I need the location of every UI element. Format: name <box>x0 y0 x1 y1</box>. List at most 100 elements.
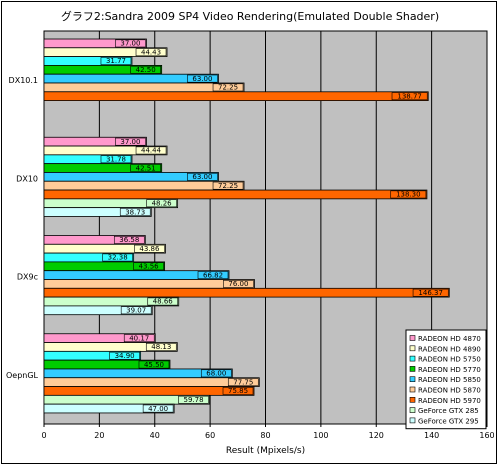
data-label: 138.77 <box>397 92 422 100</box>
legend-swatch <box>409 396 416 403</box>
data-label: 68.00 <box>206 370 226 378</box>
legend-entry: RADEON HD 5970 <box>418 397 481 405</box>
data-label-box <box>412 288 449 297</box>
data-label: 37.00 <box>120 40 140 48</box>
category-label: DX9c <box>17 273 38 282</box>
data-label: 75.85 <box>228 387 248 395</box>
legend-entry: RADEON HD 5870 <box>418 387 481 395</box>
data-label: 42.51 <box>136 164 156 172</box>
data-label-box <box>135 48 167 57</box>
data-label-box <box>187 172 218 181</box>
data-label-box <box>212 181 244 190</box>
data-label-box <box>227 378 259 387</box>
data-label-box <box>147 297 179 306</box>
legend-entry: RADEON HD 5850 <box>418 376 481 384</box>
bar <box>43 279 255 289</box>
data-label-box <box>391 92 428 101</box>
data-label-box <box>100 57 132 65</box>
data-label: 31.77 <box>106 57 126 65</box>
data-label: 44.43 <box>141 48 161 56</box>
data-label: 43.56 <box>139 263 160 271</box>
data-label-box <box>135 146 167 155</box>
x-tick-label: 40 <box>150 431 160 440</box>
data-label-box <box>123 334 155 343</box>
data-label: 146.37 <box>418 289 443 297</box>
data-label-box <box>109 351 140 360</box>
data-label: 37.00 <box>120 138 140 146</box>
legend-swatch <box>409 366 416 372</box>
data-label-box <box>100 155 132 164</box>
data-label-box <box>200 369 232 378</box>
data-label: 66.82 <box>203 271 223 279</box>
data-label: 63.00 <box>192 75 212 83</box>
data-label-box <box>212 83 244 92</box>
data-label-box <box>130 164 161 172</box>
data-label: 48.26 <box>152 199 173 207</box>
legend-entry: GeForce GTX 295 <box>418 417 479 425</box>
data-label-box <box>223 279 254 288</box>
legend-entry: RADEON HD 4870 <box>418 335 481 343</box>
data-label-box <box>113 236 145 244</box>
chart-title: グラフ2:Sandra 2009 SP4 Video Rendering(Emu… <box>60 10 440 23</box>
legend-box <box>405 329 487 430</box>
x-tick-label: 80 <box>260 431 270 440</box>
data-label: 34.90 <box>115 352 135 360</box>
data-label: 72.25 <box>218 182 238 190</box>
data-label-box <box>142 404 174 413</box>
data-label: 32.38 <box>108 254 128 262</box>
data-label: 77.75 <box>233 378 253 386</box>
data-label: 39.07 <box>126 307 146 315</box>
data-label: 45.50 <box>144 361 164 369</box>
bar <box>43 207 152 217</box>
data-label: 76.00 <box>228 280 248 288</box>
category-label: DX10 <box>16 174 38 183</box>
legend-swatch <box>409 335 416 341</box>
bar <box>43 91 429 102</box>
data-label: 44.44 <box>141 147 162 155</box>
x-tick-label: 60 <box>205 431 215 440</box>
data-label-box <box>134 244 165 253</box>
data-label-box <box>178 395 209 404</box>
data-label-box <box>197 271 229 279</box>
data-label-box <box>222 387 254 395</box>
data-label-box <box>138 360 170 369</box>
bar <box>43 386 255 396</box>
data-label-box <box>119 208 151 216</box>
data-label-box <box>115 39 146 48</box>
legend-swatch <box>409 376 416 383</box>
data-label: 31.78 <box>106 155 126 163</box>
legend-entry: RADEON HD 5750 <box>418 356 481 364</box>
x-tick-label: 160 <box>479 431 494 440</box>
data-label-box <box>133 262 164 271</box>
data-label-box <box>187 74 218 83</box>
x-tick-label: 140 <box>424 431 439 440</box>
data-label: 48.13 <box>151 343 171 351</box>
data-label: 43.86 <box>139 245 160 253</box>
data-label: 36.58 <box>119 236 139 244</box>
data-label: 48.66 <box>153 298 174 306</box>
data-label: 63.00 <box>192 173 212 181</box>
legend-entry: GeForce GTX 285 <box>418 407 479 415</box>
data-label-box <box>115 137 146 146</box>
data-label: 138.30 <box>396 191 421 199</box>
x-axis-label: Result (Mpixels/s) <box>226 446 305 456</box>
data-label-box <box>390 190 427 199</box>
legend-swatch <box>409 386 416 393</box>
bar <box>43 403 175 414</box>
legend-swatch <box>409 345 416 352</box>
data-label-box <box>130 65 161 74</box>
data-label: 42.50 <box>136 66 156 74</box>
x-tick-label: 20 <box>94 431 104 440</box>
data-label-box <box>120 306 152 315</box>
legend-swatch <box>409 407 416 413</box>
data-label: 47.00 <box>148 405 168 413</box>
data-label: 59.78 <box>183 396 203 404</box>
category-label: OepnGL <box>6 371 39 380</box>
legend-swatch <box>409 355 416 362</box>
data-label: 40.17 <box>129 334 149 342</box>
legend-entry: RADEON HD 5770 <box>418 366 481 374</box>
bar <box>43 305 153 316</box>
